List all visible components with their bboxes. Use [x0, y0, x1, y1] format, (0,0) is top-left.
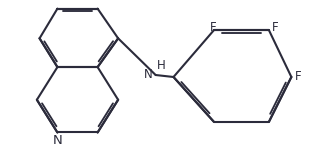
Text: F: F	[210, 21, 217, 34]
Text: F: F	[272, 21, 279, 34]
Text: N: N	[52, 134, 62, 147]
Text: N: N	[144, 68, 152, 81]
Text: F: F	[295, 71, 301, 83]
Text: H: H	[157, 59, 166, 72]
